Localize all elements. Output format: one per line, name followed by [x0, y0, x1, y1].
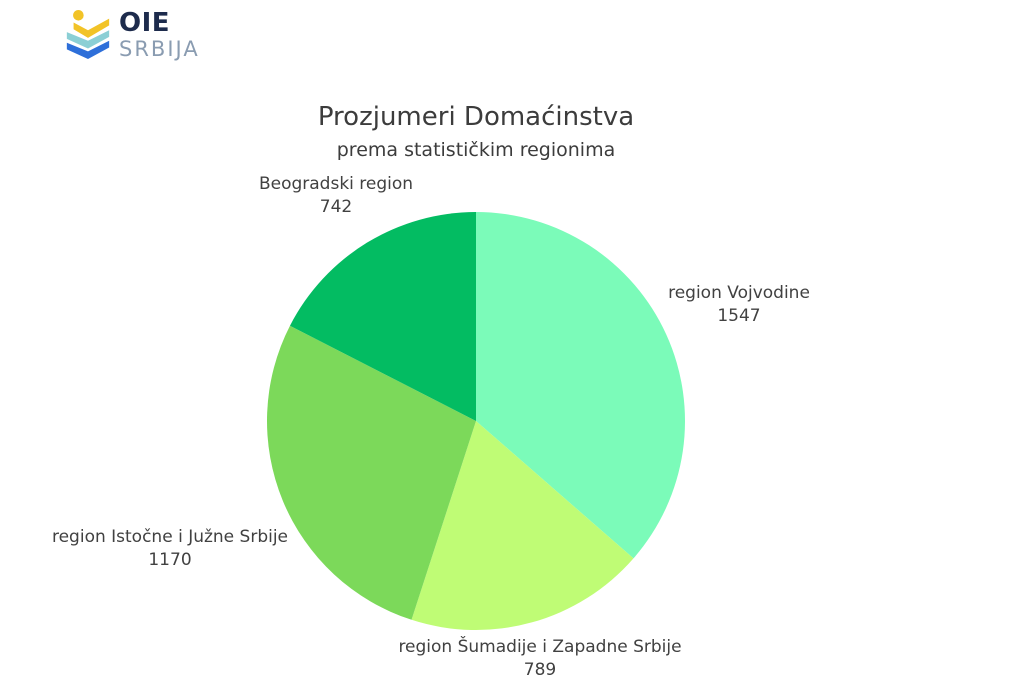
logo-chevron-blue — [66, 40, 110, 60]
pie-label-value: 742 — [319, 197, 353, 217]
pie-label-value: 789 — [523, 660, 557, 680]
chart-subtitle: prema statističkim regionima — [336, 139, 616, 161]
logo-sub-text: SRBIJA — [119, 37, 200, 61]
chart-title-block: Prozjumeri Domaćinstva prema statistički… — [276, 102, 676, 161]
logo-person-head — [73, 10, 84, 21]
logo-chevron-yellow — [73, 18, 110, 38]
oie-logo-icon — [66, 10, 110, 60]
oie-srbija-logo: OIE SRBIJA — [66, 10, 200, 60]
chart-title: Prozjumeri Domaćinstva — [317, 102, 635, 132]
pie-label-name: Beogradski region — [258, 174, 414, 194]
pie-slice-2[interactable] — [267, 325, 476, 620]
pie-slice-3[interactable] — [289, 212, 476, 421]
pie-slice-1[interactable] — [411, 421, 634, 631]
pie-label-beogradski-region: Beogradski region 742 — [259, 173, 413, 219]
pie-label-value: 1547 — [717, 306, 761, 326]
pie-label-value: 1170 — [148, 550, 192, 570]
pie-label-region-istocne-i-juzne-srbije: region Istočne i Južne Srbije 1170 — [52, 526, 288, 572]
logo-brand-text: OIE — [119, 8, 171, 38]
pie-label-name: region Vojvodine — [668, 283, 810, 303]
pie-label-name: region Istočne i Južne Srbije — [51, 527, 289, 547]
logo-text: OIE SRBIJA — [119, 10, 200, 60]
logo-chevron-teal — [66, 30, 110, 49]
pie-label-region-vojvodine: region Vojvodine 1547 — [668, 282, 810, 328]
pie-label-region-sumadije-i-zapadne-srbije: region Šumadije i Zapadne Srbije 789 — [398, 636, 681, 682]
pie-slice-0[interactable] — [476, 212, 686, 559]
pie-label-name: region Šumadije i Zapadne Srbije — [398, 637, 682, 657]
